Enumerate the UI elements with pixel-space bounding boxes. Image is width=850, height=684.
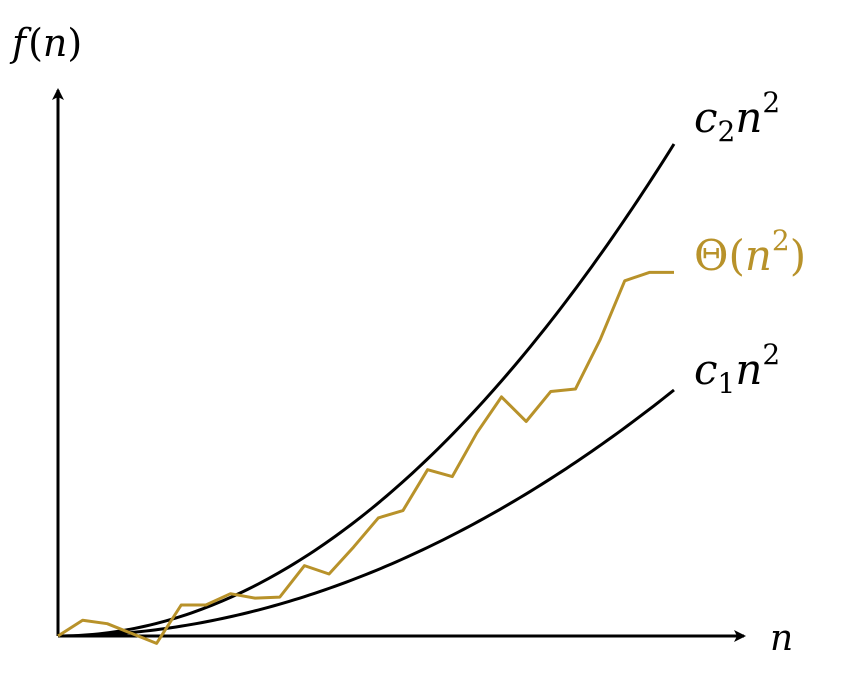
lower-bound-label: c1n2 (694, 338, 780, 400)
upper-bound-curve (57, 143, 676, 638)
x-axis-label: n (770, 618, 793, 659)
y-axis-label: f(n) (9, 21, 82, 65)
theta-curve (57, 270, 674, 645)
lower-bound-curve (57, 388, 675, 638)
upper-bound-label: c2n2 (694, 86, 780, 148)
theta-label: Θ(n2) (694, 224, 806, 280)
